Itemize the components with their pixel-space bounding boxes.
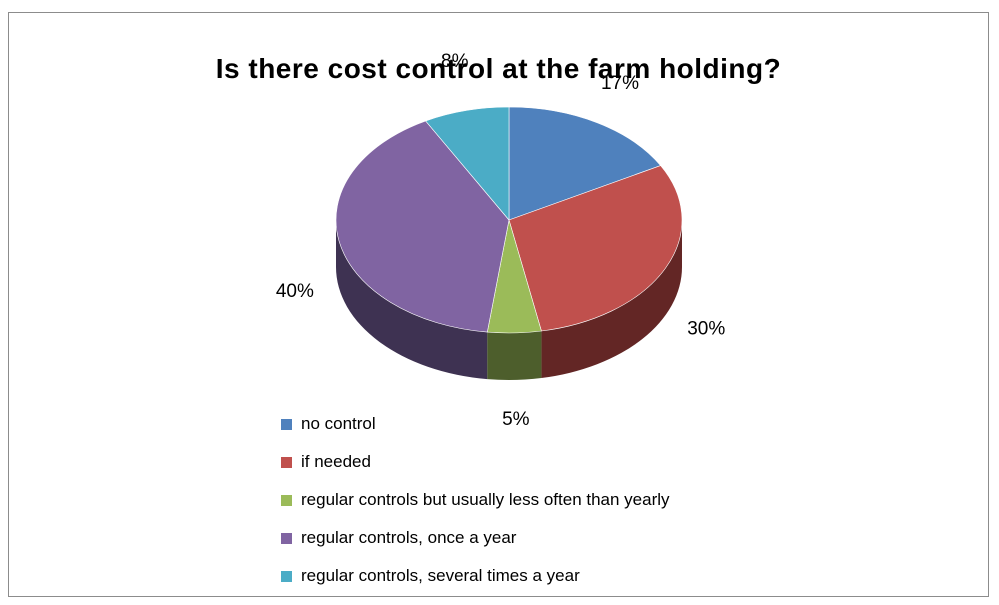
- pie-slice-side: [487, 330, 542, 380]
- legend-swatch: [281, 418, 292, 430]
- data-label: 40%: [276, 281, 314, 302]
- pie-slice: [425, 106, 510, 221]
- pie-slice-side: [336, 220, 488, 380]
- legend-item: regular controls but usually less often …: [281, 481, 670, 519]
- pie-slices: [335, 106, 683, 334]
- pie-slice-side: [541, 220, 682, 378]
- legend-label: regular controls, several times a year: [301, 566, 580, 585]
- chart-title: Is there cost control at the farm holdin…: [215, 53, 782, 84]
- chart-frame: Is there cost control at the farm holdin…: [8, 12, 989, 597]
- pie-sides: [336, 220, 682, 380]
- legend-label: if needed: [301, 452, 371, 471]
- legend-swatch: [281, 532, 292, 544]
- legend-item: regular controls, several times a year: [281, 557, 670, 595]
- data-labels: 17% 30% 5% 40% 8%: [276, 51, 726, 430]
- legend-item: no control: [281, 405, 670, 443]
- legend-swatch: [281, 494, 292, 506]
- data-label: 17%: [601, 73, 639, 94]
- data-label: 5%: [502, 409, 530, 430]
- pie-slice: [508, 165, 683, 332]
- legend-item: if needed: [281, 443, 670, 481]
- legend-swatch: [281, 456, 292, 468]
- legend-item: regular controls, once a year: [281, 519, 670, 557]
- legend-swatch: [281, 570, 292, 582]
- pie-slice: [508, 106, 662, 221]
- legend-label: no control: [301, 414, 376, 433]
- pie-chart: 17% 30% 5% 40% 8%: [276, 51, 726, 430]
- pie-slice: [335, 120, 510, 333]
- data-label: 30%: [687, 319, 725, 340]
- data-label: 8%: [441, 51, 469, 72]
- legend-label: regular controls but usually less often …: [301, 490, 670, 509]
- legend: no control if needed regular controls but …: [281, 405, 670, 595]
- legend-label: regular controls, once a year: [301, 528, 517, 547]
